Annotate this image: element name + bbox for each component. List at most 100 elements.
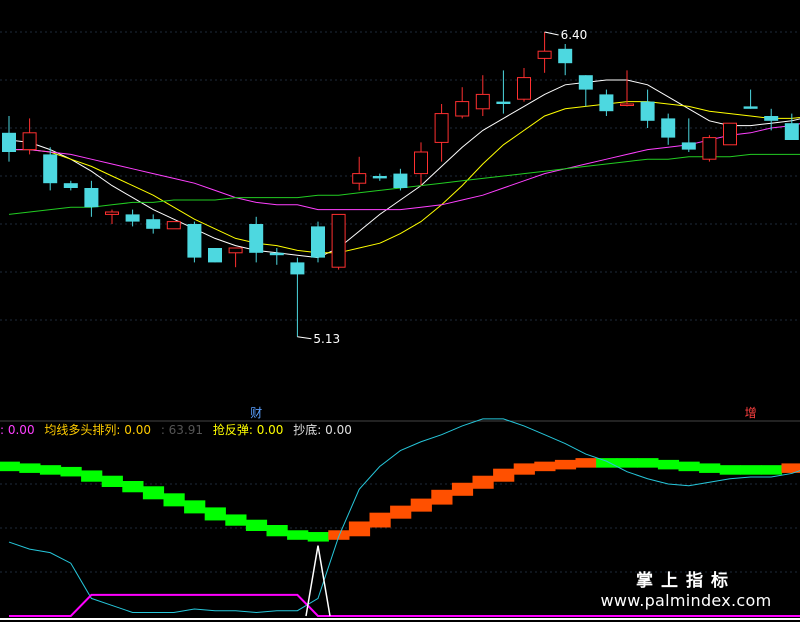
watermark-cn: 掌上指标 <box>636 571 736 591</box>
candle-body-34 <box>702 137 717 160</box>
moving-average-2 <box>9 123 800 211</box>
candle-body-17 <box>352 173 367 184</box>
moving-average-0 <box>8 79 800 259</box>
ribbon-segment-14 <box>287 530 309 540</box>
candle-body-38 <box>784 123 799 140</box>
candle-body-33 <box>681 142 696 150</box>
ribbon-segment-21 <box>431 489 453 505</box>
ribbon-segment-28 <box>575 458 597 468</box>
annotation-pointer-1 <box>297 336 312 340</box>
ribbon-segment-37 <box>760 465 783 475</box>
candle-body-36 <box>743 106 758 109</box>
candle-body-16 <box>331 213 346 268</box>
candle-body-0 <box>2 132 16 152</box>
candle-body-5 <box>105 211 119 215</box>
ribbon-segment-6 <box>122 481 144 493</box>
ribbon-segment-1 <box>19 463 41 473</box>
annotation-label-1: 5.13 <box>313 332 340 346</box>
ribbon-segment-29 <box>596 458 618 468</box>
ribbon-segment-38 <box>781 463 800 473</box>
candle-body-20 <box>414 151 428 175</box>
ribbon-segment-9 <box>184 500 206 514</box>
watermark-url: www.palmindex.com <box>600 591 772 610</box>
indicator-spike <box>305 545 331 617</box>
candle-body-1 <box>22 132 37 151</box>
ribbon-segment-8 <box>163 493 185 507</box>
candle-body-35 <box>723 122 737 146</box>
indicator-status-bar: : 0.00 均线多头排列: 0.00 : 63.91 抢反弹: 0.00 抄底… <box>0 422 358 438</box>
ribbon-segment-0 <box>0 461 20 472</box>
annotation-pointer-0 <box>544 31 559 36</box>
candle-body-3 <box>63 183 78 188</box>
candle-body-4 <box>84 188 99 208</box>
candle-body-19 <box>393 173 408 188</box>
ribbon-segment-27 <box>554 459 577 470</box>
candle-body-18 <box>372 176 387 179</box>
ribbon-segment-5 <box>101 475 123 487</box>
annotation-label-0: 6.40 <box>561 28 588 42</box>
candle-body-6 <box>125 214 140 222</box>
candle-body-2 <box>43 154 58 184</box>
signal-marker-1: 增 <box>744 406 757 420</box>
ribbon-segment-19 <box>390 505 412 519</box>
moving-average-3 <box>8 153 800 215</box>
ribbon-segment-11 <box>225 514 247 526</box>
status-item-3: 抢反弹: 0.00 <box>212 423 284 437</box>
status-item-0: : 0.00 <box>0 423 35 437</box>
moving-average-1 <box>9 101 800 254</box>
candle-body-7 <box>146 219 161 229</box>
ribbon-segment-32 <box>657 459 680 470</box>
candle-body-24 <box>496 101 511 104</box>
candle-body-11 <box>228 247 243 254</box>
candle-body-9 <box>187 224 202 258</box>
candle-body-23 <box>475 93 490 110</box>
watermark: 掌上指标 www.palmindex.com <box>578 566 794 610</box>
ribbon-segment-30 <box>616 458 638 468</box>
indicator-ribbon <box>0 458 800 542</box>
ribbon-segment-2 <box>39 465 62 475</box>
ribbon-segment-24 <box>493 468 515 482</box>
candle-body-37 <box>764 116 779 121</box>
candle-body-25 <box>517 77 531 100</box>
ribbon-segment-23 <box>472 475 494 489</box>
signal-marker-0: 财 <box>250 406 263 420</box>
candle-body-30 <box>620 103 634 106</box>
candle-body-12 <box>249 224 264 253</box>
candlesticks <box>2 32 799 337</box>
ribbon-segment-10 <box>204 507 226 521</box>
candle-body-27 <box>558 48 573 64</box>
candle-body-13 <box>269 252 284 256</box>
ribbon-segment-34 <box>699 463 721 473</box>
candle-body-22 <box>455 101 470 117</box>
candle-body-21 <box>434 113 449 143</box>
candle-body-31 <box>640 101 655 121</box>
candle-body-29 <box>599 94 614 112</box>
ribbon-segment-15 <box>307 532 329 542</box>
candle-body-26 <box>537 50 552 59</box>
ribbon-segment-7 <box>142 486 165 500</box>
price-annotations: 6.40 5.13 <box>297 28 587 346</box>
indicator-grid <box>0 483 800 573</box>
candle-body-28 <box>578 75 593 90</box>
candle-body-32 <box>661 118 676 138</box>
status-item-4: 抄底: 0.00 <box>293 423 352 437</box>
candle-body-14 <box>290 262 305 275</box>
ribbon-segment-36 <box>740 465 762 475</box>
ribbon-segment-35 <box>719 465 741 475</box>
ribbon-segment-22 <box>451 482 474 496</box>
ribbon-segment-31 <box>637 458 659 468</box>
status-item-2: : 63.91 <box>160 423 204 437</box>
candle-body-8 <box>166 221 181 230</box>
ribbon-segment-20 <box>410 498 432 512</box>
ribbon-segment-13 <box>266 525 288 537</box>
ribbon-segment-18 <box>369 512 391 528</box>
status-item-1: 均线多头排列: 0.00 <box>44 423 151 437</box>
ribbon-segment-26 <box>534 461 556 472</box>
candle-body-15 <box>311 226 325 258</box>
ribbon-segment-3 <box>60 466 82 477</box>
candle-body-10 <box>208 248 222 263</box>
indicator-lines <box>8 418 800 617</box>
indicator-magenta-line <box>9 593 800 617</box>
ribbon-segment-33 <box>678 461 700 472</box>
